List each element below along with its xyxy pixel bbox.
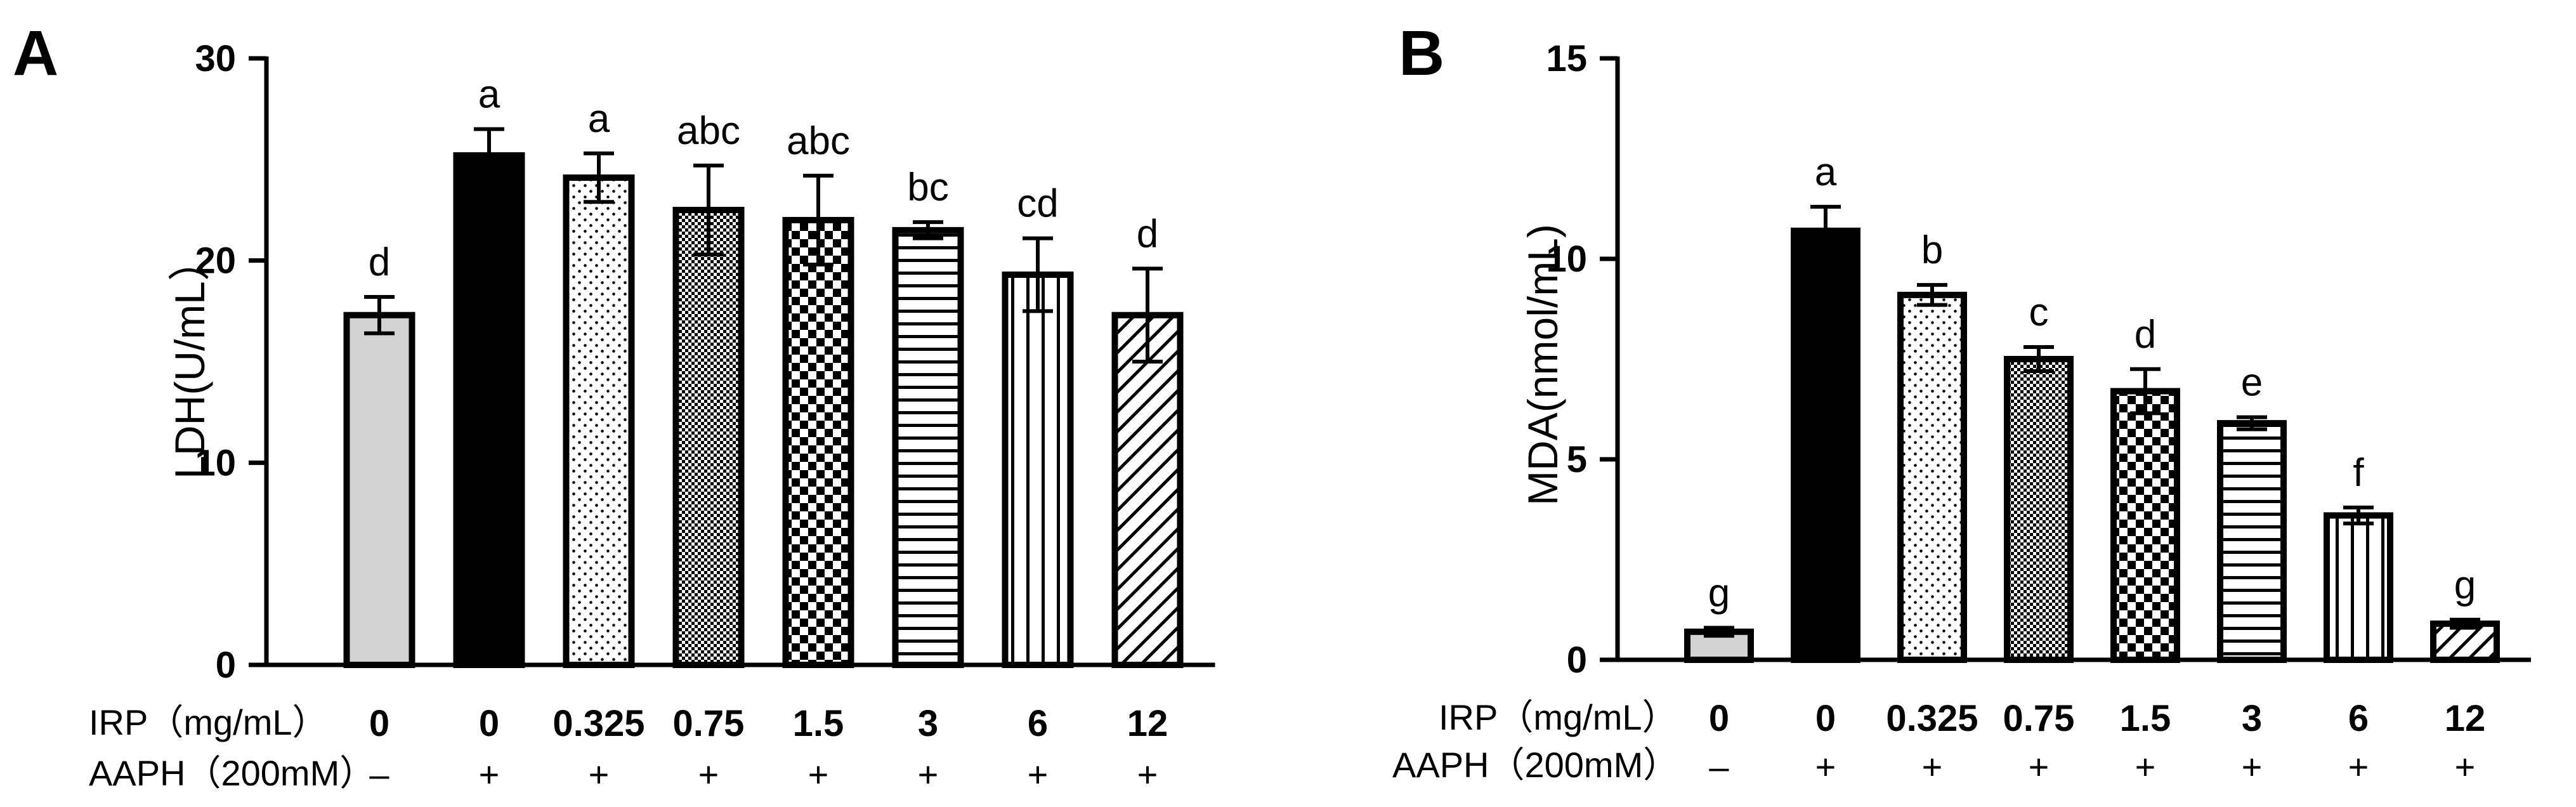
panel-a-plot-area: 0 10 20 30 d 0 – a 0 + a 0.325 + abc 0.75 + abc 1.5 + bc 3 + c… — [195, 38, 1215, 794]
panel-a-y-axis-title: LDH(U/mL） — [166, 239, 213, 479]
panel-a-aaph-sign: + — [1028, 754, 1049, 794]
panel-a-bar — [672, 207, 745, 668]
panel-b-bar — [2324, 512, 2393, 663]
panel-b-significance-letter: g — [1708, 571, 1730, 615]
panel-a-irp-concentration-label: 1.5 — [793, 703, 844, 744]
panel-a-aaph-sign: + — [479, 754, 500, 794]
panel-b-y-axis-title: MDA(nmol/mL) — [1519, 224, 1566, 506]
panel-b-irp-row-label: IRP（mg/mL） — [1439, 697, 1678, 737]
panel-a-significance-letter: a — [478, 73, 500, 117]
panel-a-aaph-sign: + — [589, 754, 610, 794]
panel-a: A LDH(U/mL） IRP（mg/mL） AAPH（200mM） 0 10 20… — [13, 18, 1215, 794]
panel-a-aaph-sign: – — [369, 754, 389, 794]
panel-a-y-tick-label: 10 — [195, 442, 236, 483]
panel-a-significance-letter: d — [1137, 212, 1158, 256]
panel-a-irp-concentration-label: 0 — [479, 703, 499, 744]
panel-a-significance-letter: bc — [907, 166, 948, 209]
panel-b-irp-concentration-label: 3 — [2242, 698, 2262, 739]
panel-b-aaph-sign: + — [2242, 747, 2263, 787]
panel-a-bar — [1111, 312, 1184, 668]
panel-a-aaph-sign: + — [918, 754, 939, 794]
panel-a-bar — [453, 152, 525, 668]
panel-b-y-tick-label: 15 — [1546, 38, 1587, 79]
panel-a-irp-concentration-label: 6 — [1028, 703, 1048, 744]
panel-b-y-tick-label: 10 — [1546, 239, 1587, 280]
panel-b-aaph-sign: + — [2348, 747, 2369, 787]
panel-a-significance-letter: d — [369, 240, 390, 284]
panel-a-significance-letter: abc — [677, 109, 740, 153]
panel-b-significance-letter: a — [1815, 150, 1837, 194]
panel-b-significance-letter: b — [1921, 228, 1943, 272]
panel-a-aaph-sign: + — [698, 754, 719, 794]
panel-b-irp-concentration-label: 0.75 — [2003, 698, 2075, 739]
panel-a-irp-concentration-label: 12 — [1127, 703, 1168, 744]
panel-a-significance-letter: abc — [787, 119, 850, 163]
panel-a-irp-concentration-label: 0 — [369, 703, 389, 744]
panel-b-bar — [1897, 291, 1967, 663]
panel-a-y-tick-label: 30 — [195, 38, 236, 79]
panel-a-bar — [782, 216, 854, 668]
panel-b-plot-area: 0 5 10 15 g 0 – a 0 + b 0.325 + c 0.75 + d 1.5 + e 3 + f 6 + g 12 + — [1546, 38, 2531, 787]
panel-b-irp-concentration-label: 0 — [1815, 698, 1836, 739]
panel-b-aaph-row-label: AAPH（200mM） — [1392, 745, 1678, 785]
panel-a-aaph-sign: + — [808, 754, 829, 794]
panel-b-significance-letter: d — [2135, 313, 2156, 357]
panel-a-aaph-row-label: AAPH（200mM） — [89, 753, 375, 793]
panel-b-significance-letter: f — [2353, 451, 2364, 495]
panel-b-irp-concentration-label: 0.325 — [1886, 698, 1978, 739]
panel-b-bar — [2110, 388, 2180, 663]
panel-a-irp-concentration-label: 3 — [918, 703, 938, 744]
panel-a-bar — [563, 174, 635, 669]
panel-b: B MDA(nmol/mL) IRP（mg/mL） AAPH（200mM） 0 5… — [1392, 18, 2531, 787]
panel-b-y-tick-label: 0 — [1567, 640, 1587, 681]
panel-b-irp-concentration-label: 6 — [2348, 698, 2369, 739]
panel-a-bar — [343, 312, 415, 668]
panel-a-y-tick-label: 0 — [216, 645, 236, 686]
panel-a-y-tick-label: 20 — [195, 240, 236, 282]
panel-b-irp-concentration-label: 1.5 — [2120, 698, 2171, 739]
panel-b-significance-letter: g — [2454, 563, 2476, 607]
panel-a-irp-concentration-label: 0.325 — [552, 703, 644, 744]
panel-b-irp-concentration-label: 12 — [2445, 698, 2486, 739]
panel-b-bar — [2217, 420, 2287, 663]
panel-b-aaph-sign: + — [1922, 747, 1943, 787]
panel-a-bar — [892, 226, 964, 669]
panel-b-bar — [2004, 356, 2074, 663]
panel-a-irp-concentration-label: 0.75 — [673, 703, 745, 744]
panel-a-significance-letter: a — [588, 97, 610, 141]
panel-a-irp-row-label: IRP（mg/mL） — [89, 702, 328, 742]
panel-b-letter: B — [1399, 18, 1444, 89]
panel-a-letter: A — [13, 18, 58, 89]
panel-a-aaph-sign: + — [1137, 754, 1158, 794]
panel-b-significance-letter: e — [2241, 361, 2263, 405]
panel-b-aaph-sign: + — [2455, 747, 2476, 787]
panel-a-significance-letter: cd — [1017, 182, 1058, 226]
panel-b-y-tick-label: 5 — [1567, 439, 1587, 480]
panel-b-significance-letter: c — [2029, 291, 2049, 334]
panel-b-irp-concentration-label: 0 — [1709, 698, 1729, 739]
panel-b-aaph-sign: + — [2135, 747, 2156, 787]
panel-a-bar — [1002, 271, 1074, 668]
panel-b-bar — [1791, 227, 1860, 663]
panel-b-aaph-sign: + — [1815, 747, 1836, 787]
panel-b-aaph-sign: + — [2029, 747, 2050, 787]
panel-b-aaph-sign: – — [1709, 747, 1729, 787]
